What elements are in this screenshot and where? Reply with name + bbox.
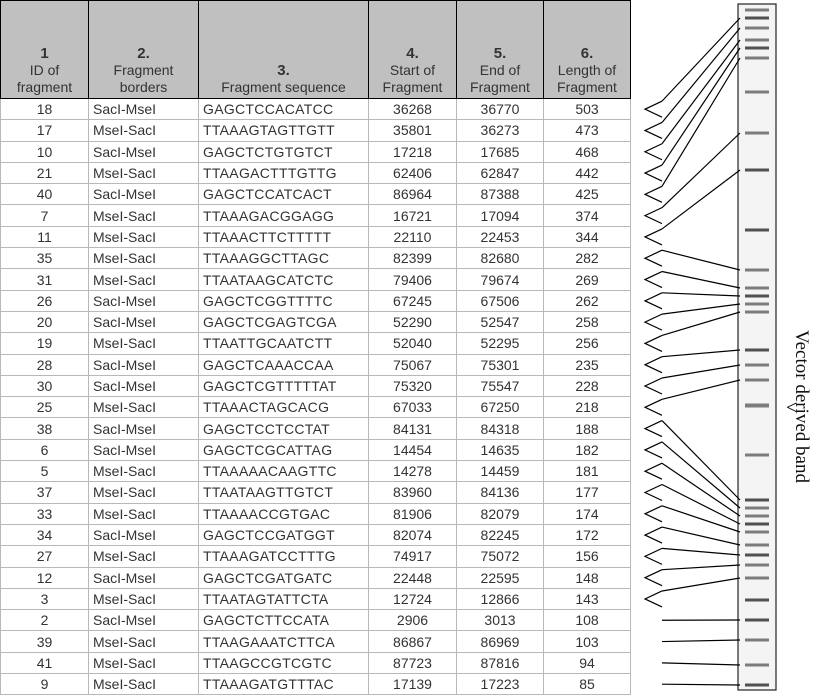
gel-band [745,577,769,580]
connector-line [662,463,740,516]
connector-line [662,170,740,229]
gel-lane [738,4,776,690]
arrowhead [645,484,662,500]
arrowhead [645,421,662,437]
gel-band [745,132,769,135]
gel-band [745,564,769,567]
arrowhead [645,229,662,245]
gel-band [745,619,769,622]
arrowhead [645,122,662,138]
arrowhead [645,527,662,543]
gel-band [745,169,769,172]
gel-band [745,349,769,352]
gel-band [745,295,769,298]
gel-band [745,639,769,642]
gel-overlay: < [0,0,822,693]
connector-line [662,548,740,555]
connector-line [662,272,740,288]
gel-band [745,664,769,667]
gel-band [745,404,769,408]
connector-line [662,18,740,101]
arrowhead [645,399,662,415]
arrowhead [645,101,662,117]
arrowhead [645,442,662,458]
arrowhead [645,293,662,309]
connector-line [662,312,740,335]
gel-band [745,17,769,20]
arrowhead [645,314,662,330]
gel-band [745,287,769,290]
connector-line [662,380,740,399]
connector-line [662,663,740,665]
gel-band [745,599,769,602]
connector-line [662,133,740,208]
arrowhead [645,250,662,266]
gel-band [745,303,769,306]
connector-line [662,484,740,524]
gel-band [745,229,769,232]
gel-band [745,499,769,502]
gel-band [745,684,769,687]
arrowhead [645,186,662,202]
gel-band [745,531,769,534]
gel-band [745,39,769,42]
arrowhead [645,548,662,564]
gel-band [745,91,769,94]
arrowhead [645,463,662,479]
arrowhead [645,208,662,224]
arrowhead [645,591,662,607]
gel-band [745,454,769,457]
arrowhead [645,378,662,394]
arrowhead [645,357,662,373]
connector-line [662,48,740,165]
arrowhead [645,570,662,586]
connector-line [662,578,740,591]
arrowhead [645,335,662,351]
gel-band [745,269,769,272]
figure: {"table": { "header": [ {"number": "1", … [0,0,822,693]
connector-line [662,28,740,122]
connector-line [662,365,740,378]
arrowhead [645,165,662,181]
gel-band [745,311,769,314]
connector-line [662,565,740,570]
gel-band [745,27,769,30]
gel-band [745,57,769,60]
arrowhead [645,272,662,288]
connector-line [662,640,740,642]
connector-line [662,293,740,296]
gel-band [745,507,769,510]
connector-line [662,350,740,357]
gel-band [745,364,769,367]
arrowhead [645,144,662,160]
connector-line [662,527,740,545]
gel-band [745,515,769,518]
gel-band [745,554,769,557]
connector-line [662,506,740,532]
connector-line [662,442,740,508]
arrowhead [645,506,662,522]
side-label: Vector derived band [790,330,812,483]
connector-line [662,421,740,500]
gel-band [745,379,769,382]
connector-line [662,684,740,685]
gel-band [745,544,769,547]
gel-band [745,47,769,50]
connector-line [662,40,740,144]
gel-band [745,523,769,526]
gel-band [745,9,769,12]
connector-line [662,304,740,314]
connector-line [662,58,740,186]
connector-line [662,250,740,270]
